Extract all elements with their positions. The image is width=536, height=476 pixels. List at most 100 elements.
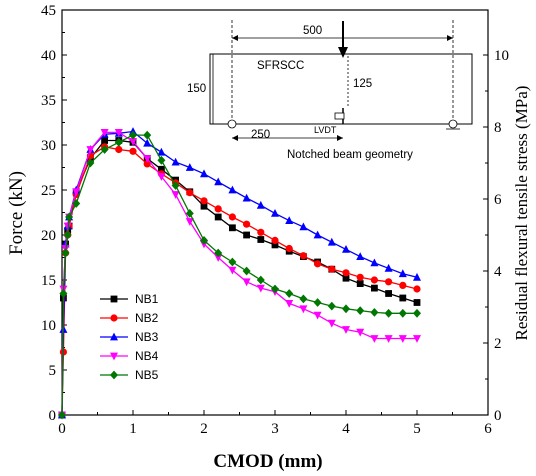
data-point-nb2 (413, 285, 421, 293)
data-point-nb2 (257, 228, 265, 236)
right-y-tick-label: 8 (494, 120, 502, 136)
data-point-nb4 (214, 254, 223, 262)
data-point-nb4 (313, 311, 322, 320)
data-point-nb5 (384, 308, 393, 318)
data-point-nb5 (299, 294, 308, 304)
x-tick-label: 3 (271, 421, 279, 437)
legend-marker-nb5 (110, 370, 118, 380)
data-point-nb5 (171, 181, 180, 190)
y-tick-label: 15 (41, 273, 56, 289)
data-point-nb3 (313, 230, 322, 239)
data-point-nb5 (398, 308, 407, 318)
inset-lvdt-label: LVDT (314, 125, 337, 135)
inset-half-span-label: 250 (251, 129, 270, 141)
data-point-nb4 (356, 328, 365, 337)
x-tick-label: 5 (413, 421, 421, 437)
data-point-nb1 (371, 284, 378, 292)
data-point-nb4 (242, 278, 251, 287)
data-point-nb3 (384, 263, 393, 272)
legend-label-nb5: NB5 (135, 368, 159, 382)
data-point-nb2 (299, 252, 307, 260)
data-point-nb4 (256, 284, 265, 293)
legend-label-nb1: NB1 (135, 292, 159, 306)
data-point-nb1 (257, 236, 265, 243)
inset-height-label: 150 (187, 83, 206, 95)
data-point-nb4 (63, 222, 72, 231)
data-point-nb1 (200, 202, 208, 210)
data-point-nb3 (143, 138, 152, 147)
data-point-nb2 (370, 276, 378, 284)
data-point-nb5 (61, 248, 70, 258)
data-point-nb3 (342, 245, 350, 253)
data-point-nb2 (285, 244, 293, 253)
data-point-nb4 (86, 146, 95, 154)
legend-label-nb3: NB3 (135, 330, 159, 344)
data-point-nb4 (299, 305, 308, 314)
data-point-nb4 (143, 155, 152, 163)
data-point-nb5 (72, 199, 81, 208)
right-axis-title: Residual flexural tensile stress (MPa) (512, 86, 531, 341)
inset-ligament-label: 125 (353, 78, 372, 90)
data-point-nb2 (243, 220, 251, 228)
y-tick-label: 30 (41, 138, 56, 154)
data-point-nb5 (63, 230, 72, 240)
data-point-nb4 (157, 173, 166, 181)
data-point-nb4 (370, 335, 379, 343)
data-point-nb3 (214, 177, 223, 186)
right-y-tick-label: 0 (494, 408, 502, 424)
data-point-nb5 (58, 410, 66, 420)
data-point-nb5 (228, 257, 237, 267)
data-point-nb2 (115, 145, 123, 154)
data-point-nb3 (413, 272, 421, 281)
data-point-nb2 (399, 281, 407, 289)
data-point-nb3 (171, 157, 180, 166)
data-point-nb5 (157, 155, 166, 165)
data-point-nb3 (256, 200, 265, 209)
data-point-nb5 (114, 137, 123, 147)
data-point-nb1 (214, 213, 222, 221)
data-point-nb2 (200, 197, 208, 205)
x-tick-label: 0 (58, 421, 66, 437)
legend-marker-nb2 (110, 314, 118, 322)
data-point-nb3 (242, 193, 251, 202)
data-point-nb2 (186, 189, 194, 197)
data-point-nb4 (72, 188, 81, 197)
x-tick-label: 1 (129, 421, 137, 437)
data-point-nb3 (200, 169, 208, 178)
data-point-nb5 (200, 236, 208, 245)
data-point-nb1 (399, 294, 407, 302)
data-point-nb5 (59, 289, 68, 298)
data-point-nb5 (256, 275, 265, 285)
inset-load-arrow-head (338, 47, 348, 58)
beam-geometry-inset: 500 SFRSCC 150 125 LVDT 250 Notched beam… (187, 20, 473, 161)
data-point-nb5 (413, 308, 421, 318)
legend-item-nb5: NB5 (100, 368, 159, 382)
data-point-nb2 (143, 160, 151, 168)
y-tick-label: 25 (41, 183, 56, 199)
right-y-tick-label: 10 (494, 48, 509, 64)
y-tick-label: 20 (41, 228, 56, 244)
data-point-nb3 (299, 222, 308, 231)
data-point-nb3 (271, 209, 279, 217)
series-line-nb4 (61, 131, 417, 416)
data-point-nb1 (101, 137, 108, 144)
data-point-nb4 (129, 138, 137, 146)
data-point-nb2 (314, 260, 322, 268)
data-point-nb4 (398, 335, 407, 343)
data-point-nb2 (328, 265, 336, 273)
data-point-nb4 (185, 218, 194, 226)
y-tick-label: 35 (41, 93, 56, 109)
legend-item-nb2: NB2 (100, 311, 159, 325)
data-point-nb3 (327, 237, 336, 246)
series-nb5 (58, 130, 421, 420)
data-point-nb1 (342, 274, 350, 282)
data-point-nb1 (413, 299, 421, 306)
data-point-nb3 (185, 163, 194, 171)
right-y-tick-label: 6 (494, 192, 502, 208)
y-tick-label: 0 (49, 408, 57, 424)
data-point-nb1 (385, 290, 392, 297)
data-point-nb5 (327, 301, 336, 311)
inset-lvdt-sensor (334, 112, 345, 120)
right-y-tick-label: 2 (494, 336, 502, 352)
legend-item-nb3: NB3 (100, 330, 159, 344)
